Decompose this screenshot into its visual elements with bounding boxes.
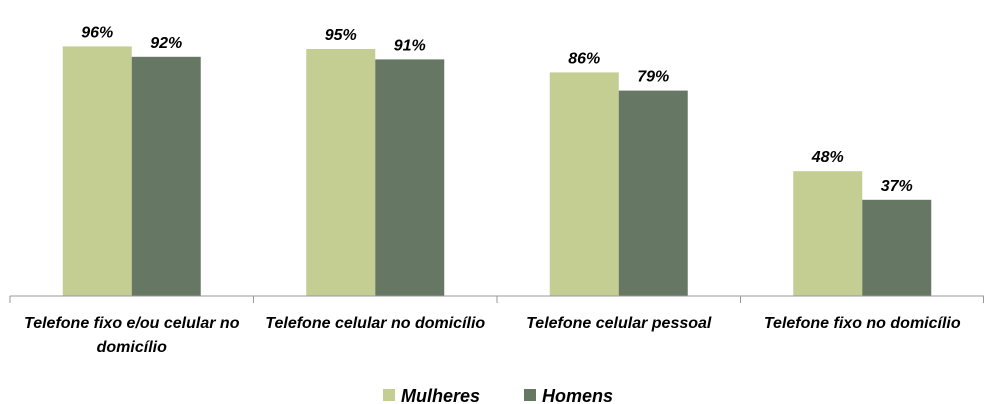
bar <box>375 59 445 297</box>
value-label: 92% <box>150 35 182 52</box>
value-label: 37% <box>881 178 913 195</box>
legend-label: Mulheres <box>401 386 480 404</box>
bar <box>549 72 619 297</box>
bar <box>131 56 201 296</box>
bar <box>793 171 863 296</box>
value-label: 95% <box>325 27 357 44</box>
bar <box>62 46 132 297</box>
x-tick-label: Telefone fixo e/ou celular no domicílio <box>24 315 240 356</box>
bar <box>618 90 688 296</box>
value-label: 79% <box>637 69 669 86</box>
legend-swatch <box>524 389 536 401</box>
bar <box>306 49 376 296</box>
x-tick-label: Telefone fixo no domicílio <box>763 315 961 332</box>
value-label: 91% <box>394 37 426 54</box>
value-label: 86% <box>568 50 600 67</box>
x-tick-label: Telefone celular no domicílio <box>265 315 486 332</box>
bar <box>862 199 932 296</box>
value-label: 48% <box>811 149 844 166</box>
legend-label: Homens <box>542 386 613 404</box>
x-tick-label: Telefone celular pessoal <box>526 315 712 332</box>
value-label: 96% <box>81 24 113 41</box>
legend-swatch <box>383 389 395 401</box>
